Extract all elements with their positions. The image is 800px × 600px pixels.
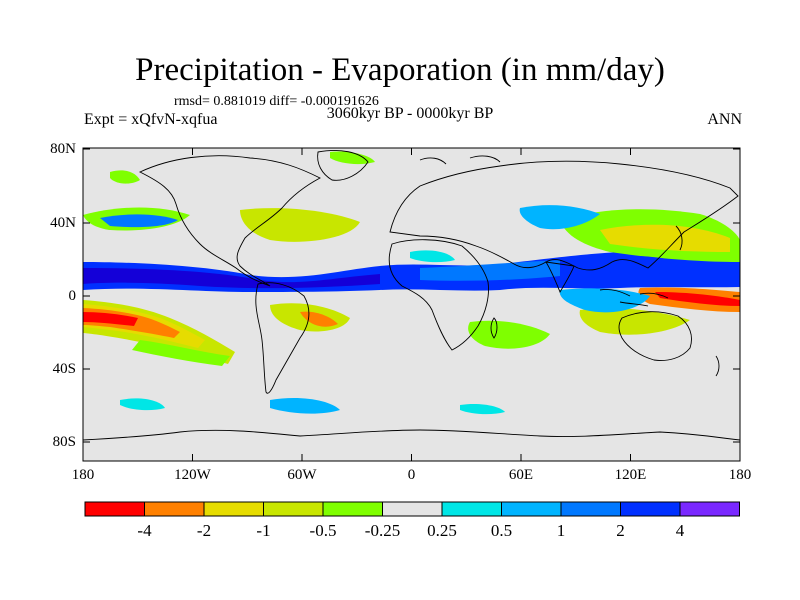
- axis-ticks: [82, 148, 741, 461]
- colorbar-label: 0.25: [427, 521, 457, 540]
- lon-label: 60W: [287, 467, 317, 483]
- colorbar-label: 4: [675, 521, 685, 540]
- colorbar-label: 1: [556, 521, 566, 540]
- colorbar-swatch: [620, 502, 680, 516]
- colorbar-swatch: [263, 502, 323, 516]
- colorbar-swatch: [144, 502, 204, 516]
- lat-label: 40N: [50, 215, 76, 231]
- lon-label: 180: [728, 467, 752, 483]
- colorbar-swatch: [85, 502, 145, 516]
- colorbar-label: 0.5: [490, 521, 513, 540]
- period-text: 3060kyr BP - 0000kyr BP: [326, 105, 494, 122]
- lon-label: 120E: [614, 467, 647, 483]
- lat-label: 80S: [52, 434, 76, 450]
- colorbar: [84, 501, 740, 517]
- lat-label: 0: [68, 288, 77, 304]
- lon-label: 180: [71, 467, 95, 483]
- colorbar-swatch: [204, 502, 264, 516]
- lon-label: 0: [407, 467, 416, 483]
- stats-text: rmsd= 0.881019 diff= -0.000191626: [174, 94, 379, 109]
- colorbar-label: -0.25: [364, 521, 401, 540]
- colorbar-swatch: [561, 502, 621, 516]
- colorbar-label: -1: [256, 521, 271, 540]
- anomaly-field: [83, 151, 740, 415]
- lon-label: 120W: [174, 467, 211, 483]
- colorbar-label: 2: [616, 521, 625, 540]
- colorbar-label: -0.5: [309, 521, 337, 540]
- lat-label: 80N: [50, 141, 76, 157]
- colorbar-label: -4: [137, 521, 152, 540]
- coastlines: [83, 150, 740, 441]
- colorbar-swatch: [323, 502, 383, 516]
- colorbar-swatch: [680, 502, 740, 516]
- experiment-label: Expt = xQfvN-xqfua: [84, 111, 218, 128]
- colorbar-label: -2: [196, 521, 212, 540]
- map-plot-area: [83, 148, 740, 461]
- plot-title: Precipitation - Evaporation (in mm/day): [135, 52, 665, 88]
- lon-label: 60E: [508, 467, 534, 483]
- colorbar-swatch: [382, 502, 442, 516]
- colorbar-swatch: [501, 502, 561, 516]
- colorbar-swatch: [442, 502, 502, 516]
- season-label: ANN: [707, 111, 742, 128]
- lat-label: 40S: [52, 361, 76, 377]
